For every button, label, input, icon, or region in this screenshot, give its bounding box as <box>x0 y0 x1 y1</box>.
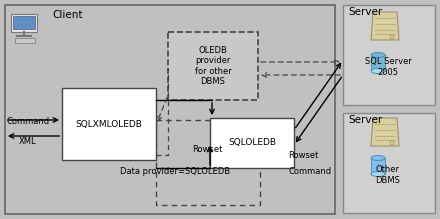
Ellipse shape <box>371 171 385 177</box>
Bar <box>62 88 156 160</box>
Text: XML: XML <box>19 136 37 145</box>
Text: Data provider=SQLOLEDB: Data provider=SQLOLEDB <box>120 168 230 177</box>
Ellipse shape <box>371 53 385 58</box>
Bar <box>5 5 335 214</box>
Bar <box>343 5 435 105</box>
Bar <box>11 14 37 32</box>
Text: Server: Server <box>348 7 382 17</box>
Text: Command: Command <box>7 118 50 127</box>
Bar <box>371 55 385 71</box>
Text: Other
DBMS: Other DBMS <box>376 165 400 185</box>
Ellipse shape <box>371 69 385 74</box>
Circle shape <box>390 141 394 145</box>
Bar <box>168 32 258 100</box>
Text: Rowset: Rowset <box>192 145 222 154</box>
Bar <box>343 113 435 213</box>
Bar <box>13 16 35 29</box>
Text: Rowset: Rowset <box>288 150 318 159</box>
Text: OLEDB
provider
for other
DBMS: OLEDB provider for other DBMS <box>194 46 231 86</box>
Text: Command: Command <box>289 168 332 177</box>
Text: Client: Client <box>52 10 83 20</box>
Text: SQLXMLOLEDB: SQLXMLOLEDB <box>76 120 143 129</box>
Polygon shape <box>371 12 399 40</box>
Text: SQLOLEDB: SQLOLEDB <box>228 138 276 148</box>
Bar <box>371 158 385 174</box>
Ellipse shape <box>371 155 385 161</box>
Bar <box>156 120 260 205</box>
Text: SQL Server
2005: SQL Server 2005 <box>365 57 411 77</box>
Circle shape <box>390 35 394 39</box>
Text: Server: Server <box>348 115 382 125</box>
Bar <box>210 118 294 168</box>
Bar <box>15 38 35 43</box>
Polygon shape <box>371 118 399 146</box>
